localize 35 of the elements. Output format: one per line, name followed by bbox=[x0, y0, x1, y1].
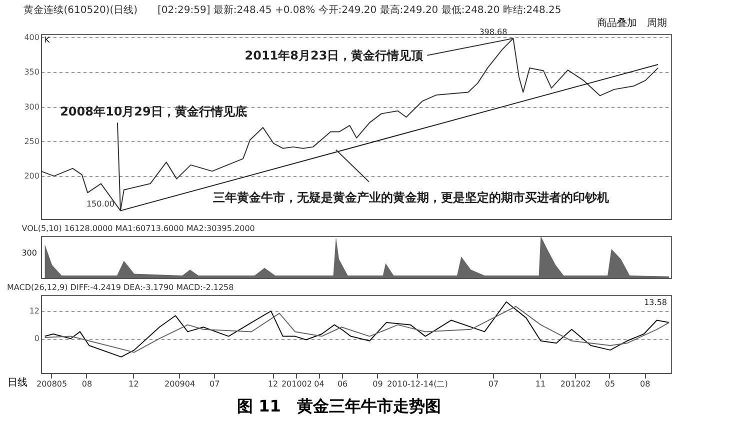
chart-title: MACD(26,12,9) DIFF:-4.2419 DEA:-3.1790 MACD:-2.1258 bbox=[7, 283, 234, 292]
annotation: 三年黄金牛市，无疑是黄金产业的黄金期，更是坚定的期市买进者的印钞机 bbox=[212, 190, 609, 205]
y-tick-label: 300 bbox=[24, 102, 40, 112]
x-tick-label: 12 bbox=[268, 380, 278, 388]
y-tick-label: 0 bbox=[34, 334, 40, 344]
data-label: 150.00 bbox=[86, 200, 114, 209]
chart-subtitle: 黄金连续(610520)(日线) [02:29:59] 最新:248.45 +0.08% 今开:249.20 最高:249.20 最低:248.20 昨结:248.25 bbox=[24, 4, 562, 16]
x-tick-label: 08 bbox=[82, 380, 92, 388]
x-tick-label: 07 bbox=[209, 380, 220, 388]
text: 商品叠加 周期 bbox=[597, 17, 667, 29]
x-tick-label: 201002 bbox=[281, 380, 312, 388]
x-tick-label: 05 bbox=[604, 380, 616, 388]
annotation: 2008年10月29日，黄金行情见底 bbox=[60, 104, 247, 119]
x-tick-label: 200904 bbox=[164, 380, 196, 388]
annotation: 2011年8月23日，黄金行情见顶 bbox=[244, 48, 424, 62]
x-tick-label: 12 bbox=[128, 380, 139, 388]
y-tick-label: 12 bbox=[29, 306, 40, 316]
x-tick-label: 09 bbox=[372, 380, 383, 388]
y-tick-label: 400 bbox=[24, 32, 40, 42]
x-tick-label: 08 bbox=[640, 380, 650, 388]
x-tick-label: 200805 bbox=[36, 380, 68, 388]
x-tick-label: 04 bbox=[314, 380, 324, 388]
y-tick-label: 250 bbox=[24, 136, 40, 146]
x-axis-title: 日线 bbox=[8, 376, 28, 388]
x-tick-label: 11 bbox=[535, 380, 546, 388]
y-tick-label: 200 bbox=[24, 172, 40, 181]
y-axis-title: K bbox=[44, 36, 50, 44]
x-tick-label: 201202 bbox=[560, 380, 591, 388]
x-tick-label: 06 bbox=[337, 380, 348, 388]
chart-title: VOL(5,10) 16128.0000 MA1:60713.6000 MA2:30395.2000 bbox=[22, 224, 255, 233]
y-tick-label: 350 bbox=[24, 68, 40, 77]
x-tick-label: 07 bbox=[488, 380, 499, 388]
text: 图 11 黄金三年牛市走势图 bbox=[237, 396, 441, 416]
x-tick-label: 2010-12-14(二) bbox=[387, 380, 448, 388]
annotation: 13.58 bbox=[644, 298, 667, 307]
